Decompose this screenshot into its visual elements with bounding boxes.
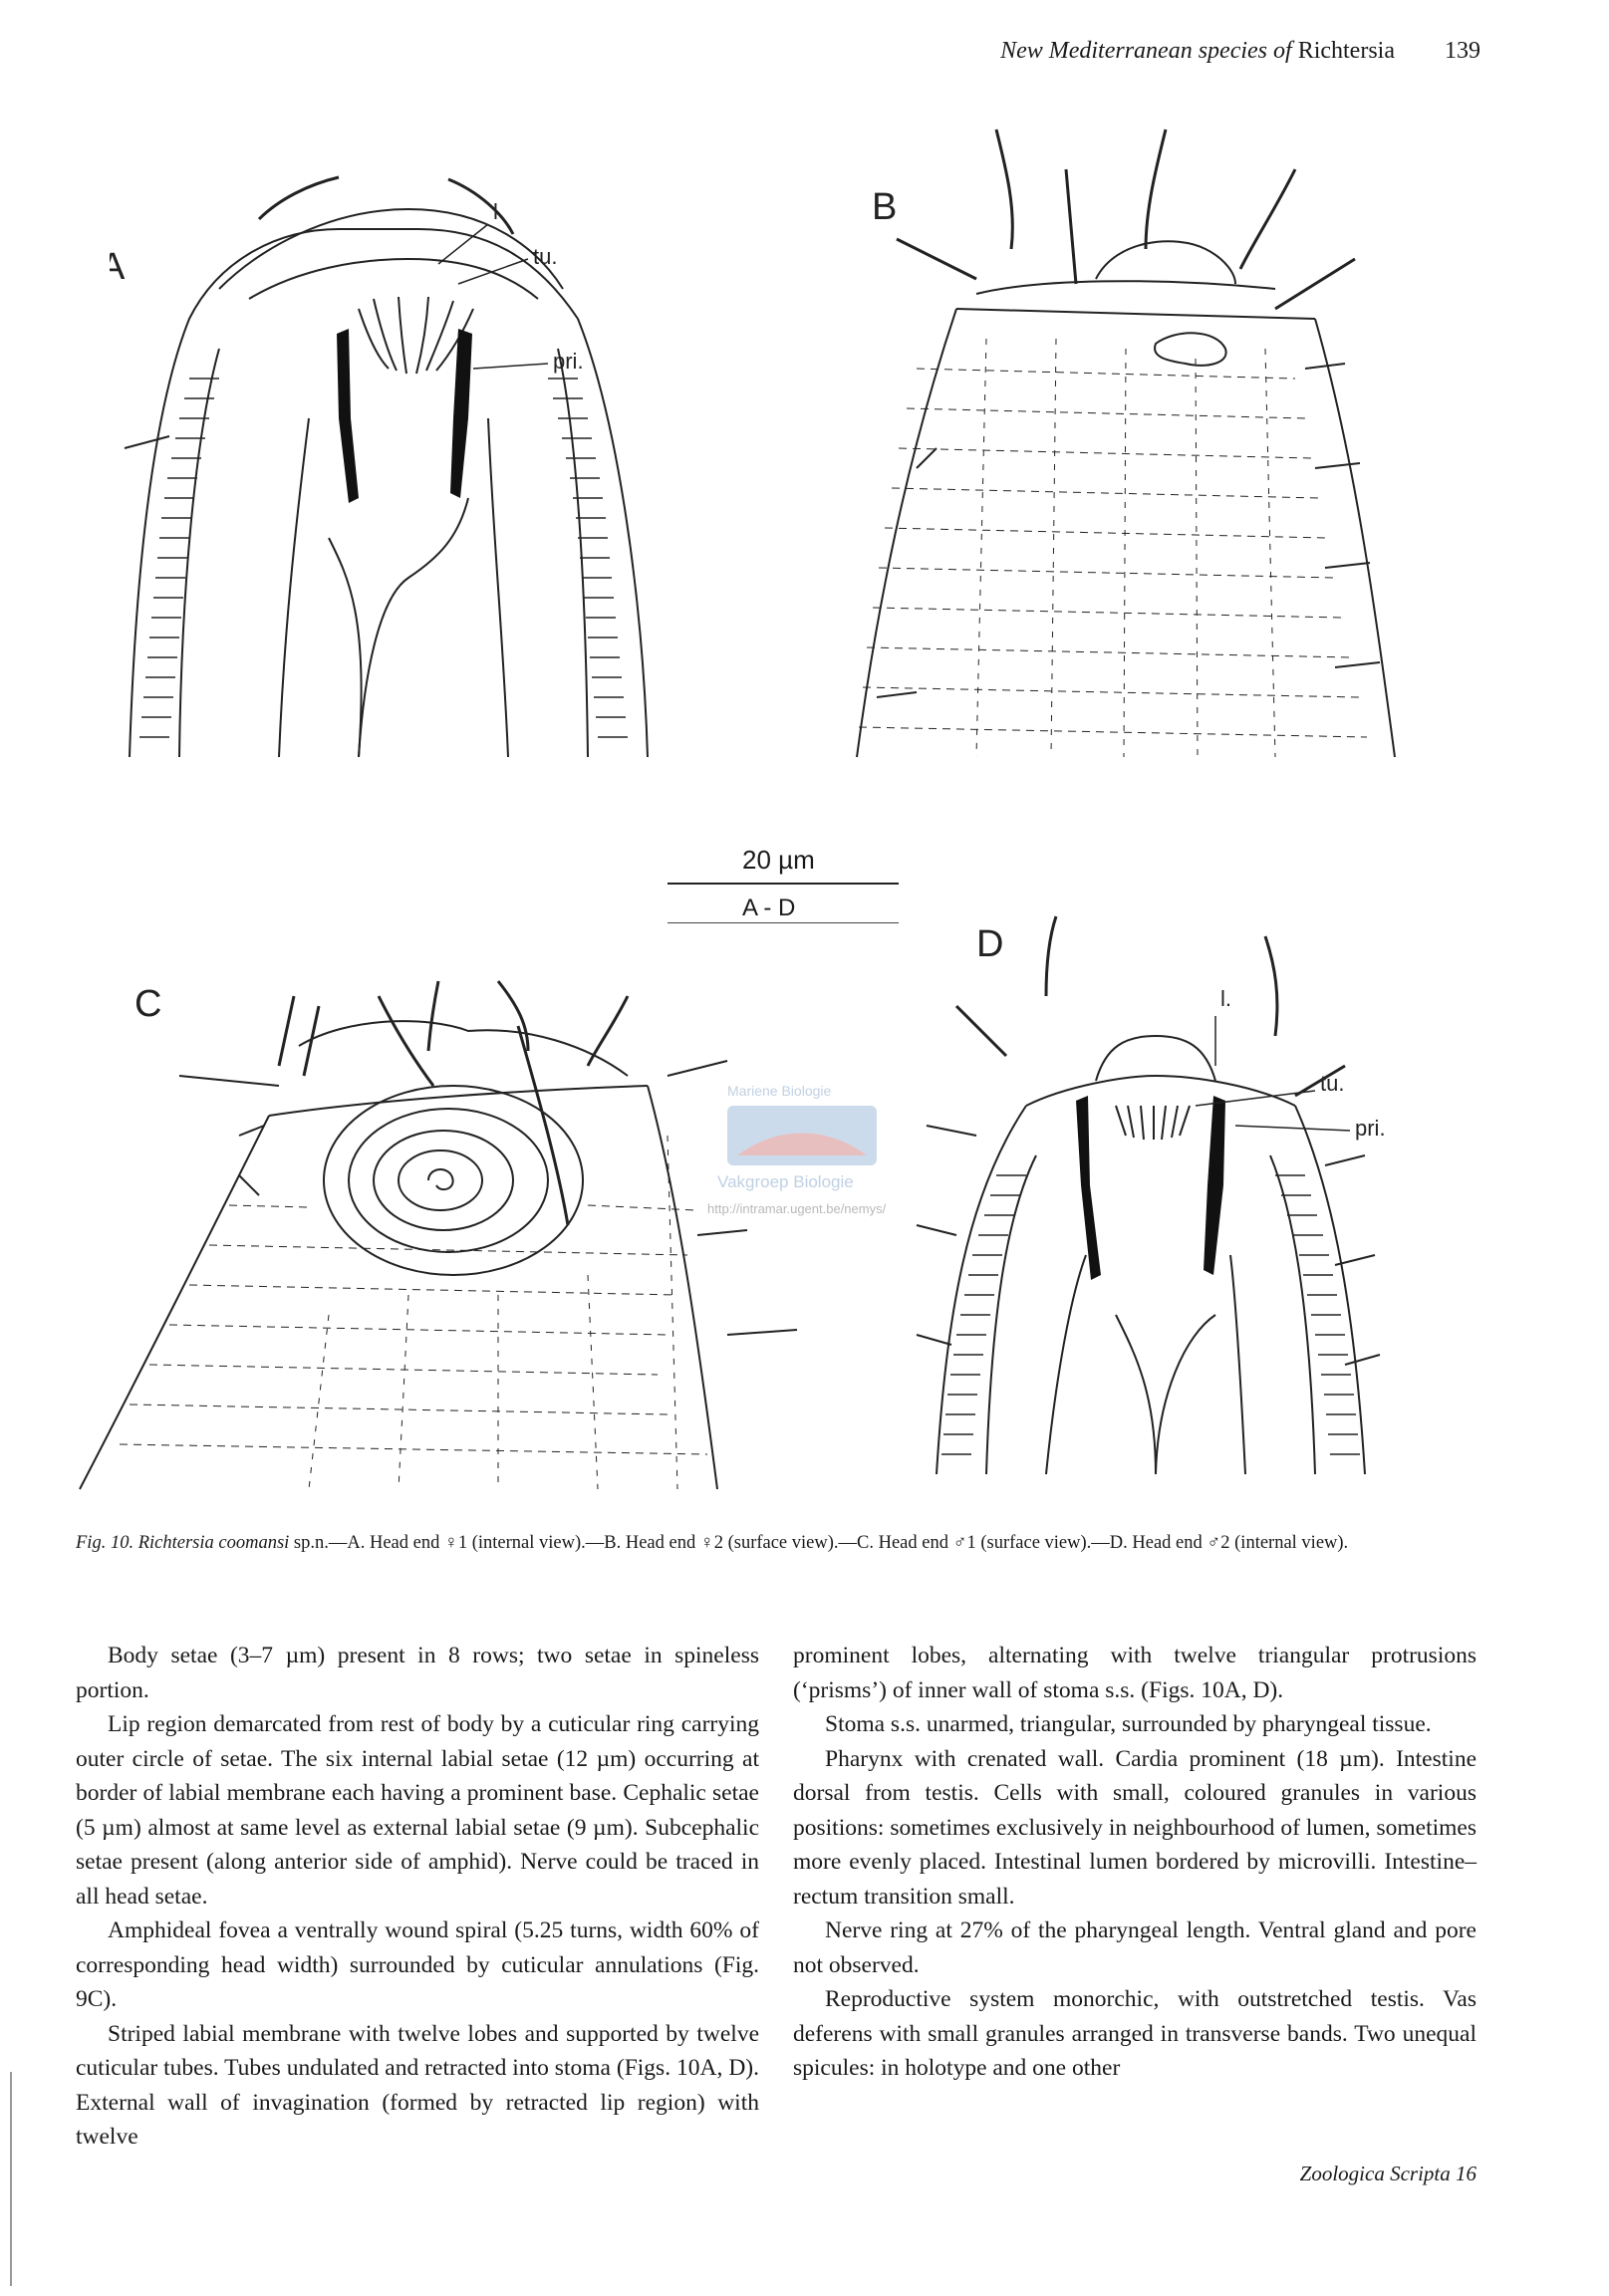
panel-d-drawing: D l. tu. pri. (916, 915, 1386, 1475)
body-paragraph: Nerve ring at 27% of the pharyngeal leng… (793, 1917, 1476, 1978)
panel-a-drawing: A l tu. pri. (110, 175, 649, 757)
panel-c-letter: C (134, 983, 161, 1025)
caption-fig-label: Fig. 10. (76, 1533, 134, 1553)
body-paragraph: Pharynx with crenated wall. Cardia promi… (793, 1745, 1476, 1910)
scale-bar-separator (668, 922, 899, 923)
panel-a-label-pri: pri. (553, 349, 584, 374)
watermark-url: http://intramar.ugent.be/nemys/ (707, 1201, 887, 1216)
panel-d-label-tu: tu. (1320, 1071, 1344, 1096)
body-paragraph: Amphideal fovea a ventrally wound spiral… (76, 1917, 759, 2012)
running-title-genus: Richtersia (1297, 38, 1395, 64)
caption-species: Richtersia coomansi (137, 1533, 290, 1553)
figure-panel-c: C (70, 936, 807, 1494)
panel-d-letter: D (976, 923, 1003, 965)
scale-bar (668, 883, 899, 885)
panel-d-label-pri: pri. (1355, 1116, 1386, 1141)
figure-caption: Fig. 10. Richtersia coomansi sp.n.—A. He… (76, 1531, 1480, 1556)
panel-a-label-tu: tu. (533, 244, 557, 269)
panel-a-label-l: l (493, 199, 498, 224)
caption-text: sp.n.—A. Head end ♀1 (internal view).—B.… (293, 1533, 1349, 1553)
body-paragraph: Striped labial membrane with twelve lobe… (76, 2020, 759, 2151)
watermark-line1: Mariene Biologie (727, 1083, 831, 1099)
body-paragraph: prominent lobes, alternating with twelve… (793, 1643, 1476, 1703)
body-paragraph: Body setae (3–7 µm) present in 8 rows; t… (76, 1643, 759, 1703)
page-number: 139 (1445, 38, 1480, 64)
scan-edge-line (10, 2072, 12, 2286)
body-paragraph: Reproductive system monorchic, with outs… (793, 1986, 1476, 2081)
watermark: Mariene Biologie Vakgroep Biologie http:… (697, 1066, 927, 1235)
panel-a-letter: A (110, 246, 126, 288)
figure-panel-a: A l tu. pri. (110, 120, 727, 757)
scale-bar-range: A - D (742, 894, 796, 921)
body-paragraph: Lip region demarcated from rest of body … (76, 1711, 759, 1910)
body-column-left: Body setae (3–7 µm) present in 8 rows; t… (76, 1639, 759, 2155)
running-title: New Mediterranean species of Richtersia (0, 38, 1395, 65)
scale-bar-label: 20 µm (742, 845, 815, 875)
panel-b-drawing: B (856, 128, 1396, 758)
body-paragraph: Stoma s.s. unarmed, triangular, surround… (825, 1711, 1432, 1737)
body-column-right: prominent lobes, alternating with twelve… (793, 1639, 1476, 2086)
watermark-logo-icon: Mariene Biologie Vakgroep Biologie http:… (707, 1083, 887, 1216)
figure-panel-d: D l. tu. pri. (897, 896, 1455, 1494)
panel-b-letter: B (872, 186, 897, 228)
journal-footer: Zoologica Scripta 16 (1299, 2162, 1476, 2185)
panel-c-drawing: C (79, 980, 798, 1490)
watermark-line2: Vakgroep Biologie (717, 1172, 854, 1191)
panel-d-label-l: l. (1220, 986, 1231, 1011)
running-title-italic: New Mediterranean species of (1000, 38, 1292, 64)
figure-panel-b: B (837, 110, 1514, 767)
